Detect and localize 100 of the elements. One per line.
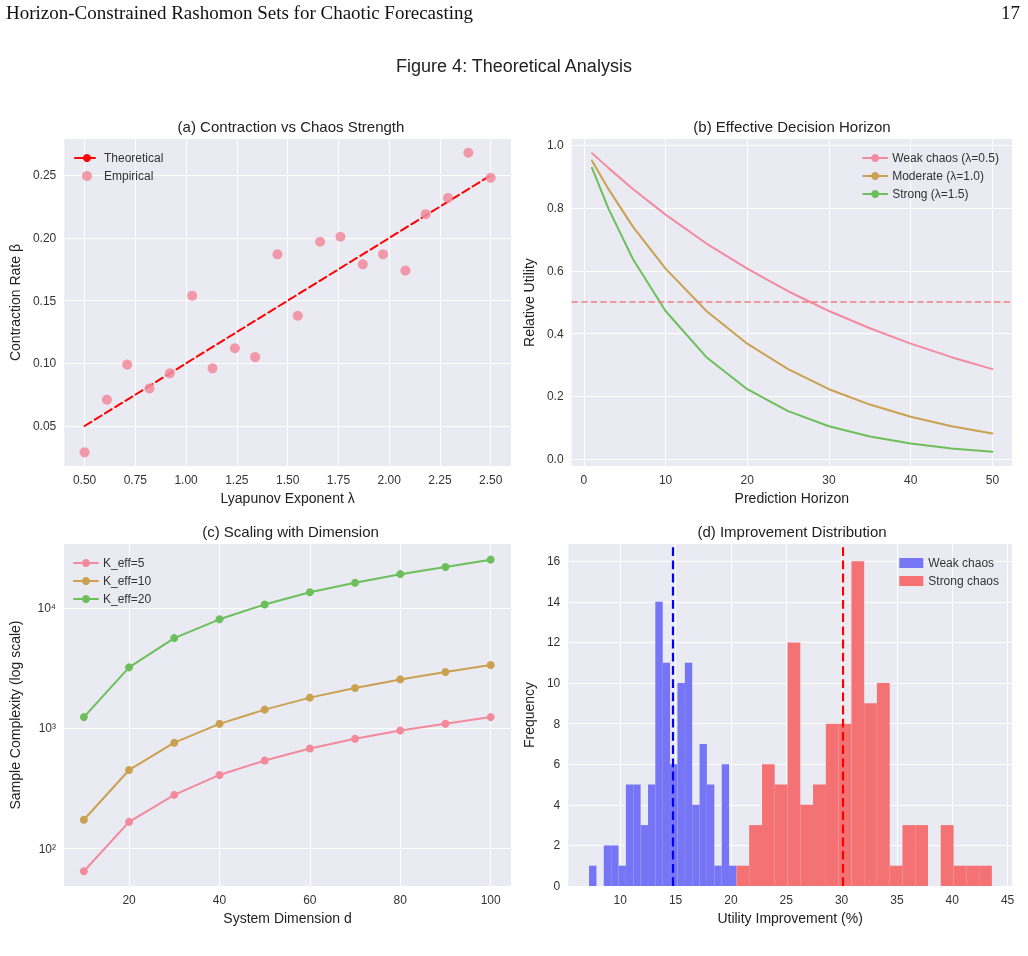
chart-title: (d) Improvement Distribution bbox=[697, 523, 887, 540]
legend-label: K_eff=5 bbox=[103, 556, 145, 570]
x-tick-label: 2.25 bbox=[428, 473, 452, 488]
x-tick-label: 100 bbox=[480, 893, 501, 907]
point bbox=[315, 236, 326, 247]
point bbox=[170, 738, 179, 747]
point bbox=[125, 817, 134, 826]
x-tick-label: 40 bbox=[945, 893, 960, 907]
text: 17 bbox=[1001, 2, 1020, 24]
x-tick-label: 40 bbox=[212, 893, 227, 907]
point bbox=[441, 667, 450, 676]
x-tick-label: 0.75 bbox=[123, 473, 148, 488]
point bbox=[260, 600, 269, 609]
y-tick-label: 0.25 bbox=[32, 168, 57, 183]
point bbox=[79, 713, 88, 722]
point bbox=[400, 265, 411, 276]
y-tick-label: 14 bbox=[546, 594, 561, 609]
point bbox=[292, 310, 303, 321]
point bbox=[420, 209, 431, 220]
point bbox=[396, 726, 405, 735]
x-axis-title: System Dimension d bbox=[223, 909, 352, 926]
point bbox=[260, 756, 269, 765]
y-tick-label: 4 bbox=[553, 797, 561, 812]
point bbox=[443, 192, 454, 203]
x-tick-label: 15 bbox=[668, 893, 683, 907]
y-tick-label: 1.0 bbox=[546, 138, 564, 153]
x-tick-label: 30 bbox=[834, 893, 849, 907]
point bbox=[187, 290, 198, 301]
legend-label: Empirical bbox=[104, 169, 154, 183]
y-tick-label: 6 bbox=[553, 757, 561, 772]
point bbox=[125, 663, 134, 672]
point bbox=[215, 615, 224, 624]
point bbox=[250, 352, 261, 363]
chart-title: (c) Scaling with Dimension bbox=[202, 523, 379, 540]
x-tick-label: 40 bbox=[904, 473, 918, 488]
legend-label: Theoretical bbox=[104, 151, 164, 165]
point bbox=[335, 231, 346, 242]
point bbox=[351, 578, 360, 587]
y-tick-label: 0.2 bbox=[546, 389, 564, 404]
x-tick-label: 35 bbox=[890, 893, 904, 907]
point bbox=[79, 447, 90, 458]
y-tick-label: 10² bbox=[38, 841, 56, 856]
point bbox=[170, 790, 179, 799]
legend-label: Weak chaos bbox=[928, 556, 995, 570]
point bbox=[378, 249, 389, 260]
point bbox=[305, 588, 314, 597]
x-tick-label: 45 bbox=[1000, 893, 1015, 907]
legend-label: K_eff=10 bbox=[103, 574, 152, 588]
y-tick-label: 10 bbox=[546, 676, 561, 691]
point bbox=[79, 815, 88, 824]
x-tick-label: 1.00 bbox=[174, 473, 199, 488]
legend-label: K_eff=20 bbox=[103, 592, 152, 606]
point bbox=[144, 383, 155, 394]
caption: Figure 4: Theoretical Analysis bbox=[395, 56, 633, 77]
point bbox=[260, 705, 269, 714]
y-tick-label: 0.4 bbox=[546, 326, 564, 341]
point bbox=[170, 634, 179, 643]
point bbox=[441, 719, 450, 728]
y-tick-label: 0 bbox=[553, 879, 561, 893]
x-tick-label: 0 bbox=[580, 473, 588, 488]
legend-label: Weak chaos (λ=0.5) bbox=[892, 151, 999, 165]
x-tick-label: 10 bbox=[613, 893, 628, 907]
y-tick-label: 0.20 bbox=[32, 231, 57, 246]
x-tick-label: 0.50 bbox=[72, 473, 97, 488]
y-tick-label: 10³ bbox=[38, 721, 56, 736]
x-tick-label: 30 bbox=[822, 473, 836, 488]
y-tick-label: 0.05 bbox=[32, 419, 57, 433]
y-tick-label: 10⁴ bbox=[37, 600, 56, 615]
point bbox=[305, 744, 314, 753]
x-tick-label: 50 bbox=[985, 473, 1000, 488]
legend-label: Strong (λ=1.5) bbox=[892, 187, 969, 201]
y-tick-label: 0.10 bbox=[32, 356, 57, 371]
y-axis-title: Relative Utility bbox=[521, 258, 537, 347]
point bbox=[272, 249, 283, 260]
point bbox=[305, 693, 314, 702]
x-axis-title: Utility Improvement (%) bbox=[717, 909, 863, 926]
point bbox=[351, 684, 360, 693]
x-tick-label: 2.00 bbox=[377, 473, 402, 488]
y-tick-label: 0.15 bbox=[32, 293, 57, 308]
point bbox=[486, 713, 495, 722]
point bbox=[229, 343, 240, 354]
chart-title: (b) Effective Decision Horizon bbox=[693, 118, 891, 135]
point bbox=[441, 563, 450, 571]
point bbox=[485, 172, 496, 183]
point bbox=[207, 363, 218, 374]
point bbox=[396, 570, 405, 579]
x-tick-label: 80 bbox=[393, 893, 408, 907]
y-axis-title: Sample Complexity (log scale) bbox=[7, 620, 23, 810]
point bbox=[215, 719, 224, 728]
y-tick-label: 8 bbox=[553, 716, 561, 731]
point bbox=[396, 675, 405, 684]
point bbox=[164, 368, 175, 379]
point bbox=[486, 555, 495, 564]
y-tick-label: 2 bbox=[553, 838, 561, 853]
point bbox=[463, 147, 474, 158]
y-tick-label: 0.8 bbox=[546, 201, 564, 216]
y-axis-title: Frequency bbox=[521, 681, 537, 749]
x-tick-label: 1.50 bbox=[275, 473, 300, 488]
text: Horizon-Constrained Rashomon Sets for Chaotic Forecasting bbox=[6, 2, 474, 24]
legend-label: Moderate (λ=1.0) bbox=[892, 169, 984, 183]
